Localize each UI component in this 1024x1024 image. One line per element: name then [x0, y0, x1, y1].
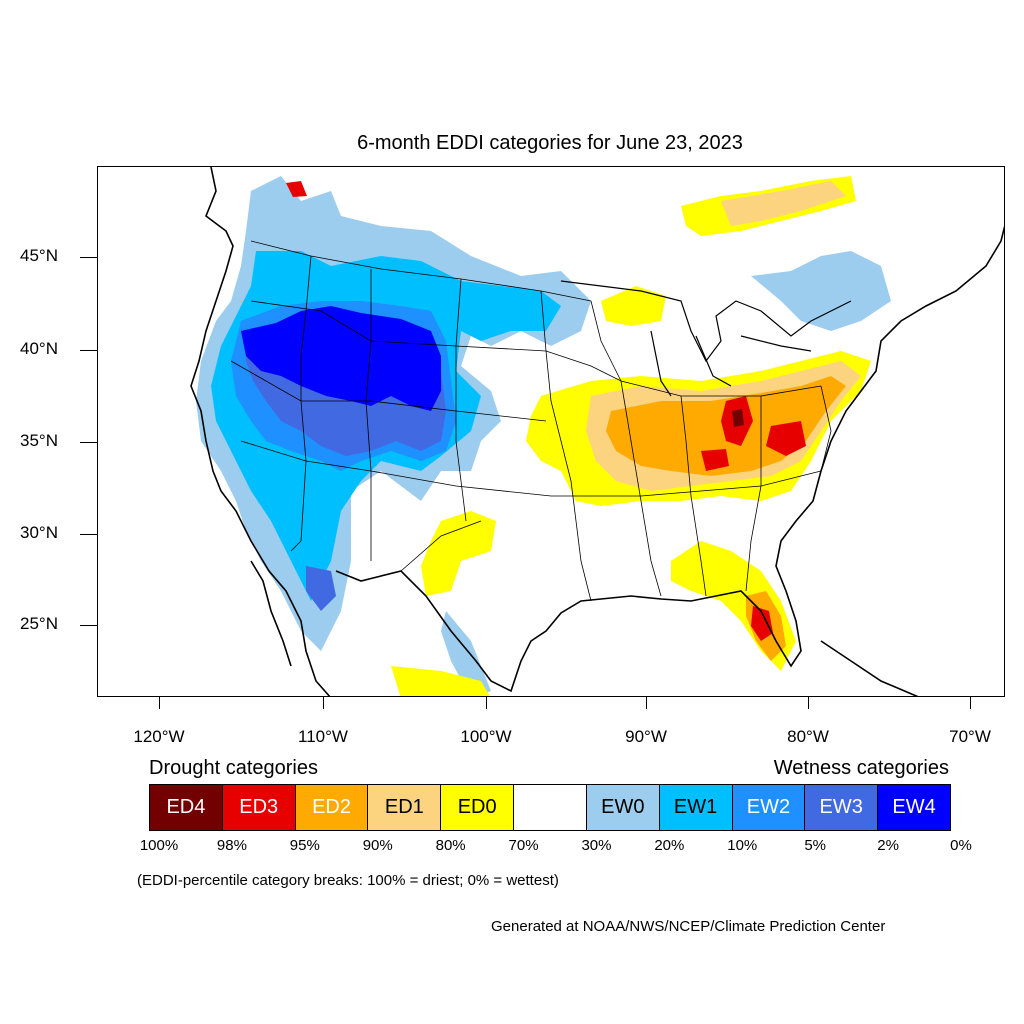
great-lakes-lines: [560, 280, 852, 397]
map-title: 6-month EDDI categories for June 23, 202…: [357, 132, 743, 154]
legend-box-neutral: [514, 785, 587, 830]
lat-label-35: 35°N: [20, 431, 58, 450]
credit-line: Generated at NOAA/NWS/NCEP/Climate Predi…: [491, 918, 886, 935]
lon-tick-100: [486, 697, 487, 709]
legend-box-ed0: ED0: [441, 785, 515, 830]
percentile-label: 95%: [289, 837, 320, 854]
lon-tick-90: [646, 697, 647, 709]
lon-label-110: 110°W: [298, 727, 348, 746]
lat-label-30: 30°N: [20, 523, 58, 542]
state-boundaries: [230, 240, 832, 602]
drought-region-ed0-s: [391, 666, 490, 696]
percentile-label: 90%: [362, 837, 393, 854]
lat-label-45: 45°N: [20, 246, 58, 265]
lon-label-100: 100°W: [460, 727, 512, 746]
percentile-label: 70%: [508, 837, 539, 854]
drought-region-ed4: [732, 409, 744, 427]
legend-box-ew4: EW4: [878, 785, 950, 830]
legend-box-ew0: EW0: [586, 785, 660, 830]
drought-region-ed3-ne: [286, 181, 307, 197]
wetness-region-ew0-sw: [441, 611, 491, 696]
percentile-label: 20%: [654, 837, 685, 854]
legend-box-ed4: ED4: [150, 785, 223, 830]
wetness-region-ew0-east: [751, 251, 891, 331]
coastline-lines: [190, 167, 1004, 696]
lon-label-80: 80°W: [787, 727, 829, 746]
lat-tick-30: [80, 534, 97, 535]
lat-label-25: 25°N: [20, 614, 58, 633]
drought-region-ed3-b: [766, 421, 806, 456]
lon-label-70: 70°W: [949, 727, 991, 746]
map-panel: [97, 166, 1005, 697]
lat-tick-35: [80, 442, 97, 443]
drought-region-ed1-nne: [721, 181, 846, 226]
percentile-label: 5%: [804, 837, 827, 854]
percentile-label: 98%: [216, 837, 247, 854]
legend-box-ew1: EW1: [659, 785, 733, 830]
percentile-label: 80%: [435, 837, 466, 854]
lat-tick-25: [80, 625, 97, 626]
drought-region-ed3-c: [701, 449, 729, 471]
wetness-region-ew3-baja: [306, 566, 336, 611]
lon-tick-80: [808, 697, 809, 709]
legend-box-ew3: EW3: [805, 785, 879, 830]
percentile-label: 100%: [139, 837, 179, 854]
legend-box-ew2: EW2: [732, 785, 806, 830]
category-note: (EDDI-percentile category breaks: 100% =…: [137, 872, 559, 889]
map-canvas: [190, 167, 1004, 696]
wetness-categories-heading: Wetness categories: [773, 757, 949, 779]
drought-region-ed0-mi: [601, 286, 666, 326]
lon-label-90: 90°W: [625, 727, 667, 746]
percentile-label: 30%: [581, 837, 612, 854]
lon-tick-70: [970, 697, 971, 709]
drought-region-ed3-fl: [751, 606, 773, 641]
lon-tick-120: [159, 697, 160, 709]
legend-box-ed3: ED3: [222, 785, 296, 830]
legend-box-ed1: ED1: [368, 785, 442, 830]
legend-box-ed2: ED2: [295, 785, 369, 830]
percentile-label: 10%: [727, 837, 758, 854]
percentile-label: 2%: [877, 837, 899, 854]
lat-label-40: 40°N: [20, 339, 58, 358]
drought-region-ed0-tx: [421, 511, 496, 596]
percentile-label: 0%: [950, 837, 972, 854]
lat-tick-40: [80, 350, 97, 351]
lon-tick-110: [323, 697, 324, 709]
legend-color-bar: ED4 ED3 ED2 ED1 ED0 EW0 EW1 EW2 EW3 EW4: [149, 784, 951, 831]
wetness-region-ew4: [241, 306, 441, 411]
drought-categories-heading: Drought categories: [149, 757, 318, 779]
lat-tick-45: [80, 257, 97, 258]
lon-label-120: 120°W: [133, 727, 185, 746]
